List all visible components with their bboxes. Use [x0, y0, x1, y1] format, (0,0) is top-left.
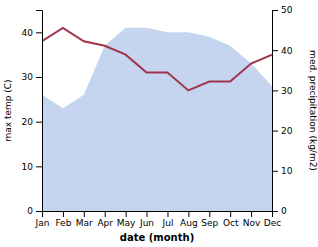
tick: 30	[22, 72, 42, 82]
tick: Dec	[264, 211, 281, 228]
tick: Nov	[243, 211, 261, 228]
tick-mark	[105, 211, 106, 217]
tick-mark	[36, 166, 42, 167]
axis-line	[36, 11, 43, 212]
tick-label: 0	[281, 206, 287, 216]
tick: 40	[272, 46, 293, 56]
tick-mark	[188, 211, 189, 217]
tick-mark	[167, 211, 168, 217]
marks	[42, 28, 272, 211]
tick-label: Oct	[223, 218, 239, 228]
tick-label: 40	[281, 46, 293, 56]
tick: 20	[22, 117, 42, 127]
y-axis-title: max temp (C)	[3, 79, 13, 141]
tick: Jul	[162, 211, 174, 228]
axis-line	[273, 11, 279, 212]
area	[42, 28, 272, 211]
tick-label: Nov	[243, 218, 261, 228]
tick-label: 50	[281, 5, 293, 15]
tick: Sep	[201, 211, 218, 228]
tick: 20	[272, 126, 293, 136]
tick-label: 20	[281, 126, 293, 136]
tick: 30	[272, 86, 293, 96]
tick-label: Feb	[55, 218, 71, 228]
y2-axis-title: med. precipitation (kg/m2)	[308, 50, 318, 171]
tick-mark	[209, 211, 210, 217]
tick-label: 20	[22, 117, 34, 127]
tick-label: 0	[27, 206, 33, 216]
tick-mark	[272, 10, 278, 11]
y2-axis: 0 10 20 30 40 50	[272, 5, 293, 216]
tick-mark	[126, 211, 127, 217]
tick: Aug	[180, 211, 198, 228]
tick: 50	[272, 5, 293, 15]
tick: Apr	[97, 211, 113, 228]
tick-mark	[147, 211, 148, 217]
tick: Feb	[55, 211, 71, 228]
chart: JanFebMarAprMayJunJulAugSepOctNovDec0102…	[0, 0, 318, 247]
tick-mark	[272, 211, 278, 212]
tick: 0	[272, 206, 287, 216]
tick-mark	[84, 211, 85, 217]
tick-mark	[36, 122, 42, 123]
tick-mark	[63, 211, 64, 217]
tick-label: Mar	[76, 218, 93, 228]
tick: Mar	[76, 211, 93, 228]
tick: Jan	[35, 211, 50, 228]
axis-line	[43, 212, 273, 218]
tick-mark	[251, 211, 252, 217]
tick-mark	[272, 171, 278, 172]
line	[42, 28, 272, 91]
tick-label: Apr	[97, 218, 113, 228]
tick: Jun	[139, 211, 154, 228]
tick: 0	[27, 206, 42, 216]
tick: May	[117, 211, 136, 228]
tick-label: Dec	[264, 218, 281, 228]
tick-label: Sep	[201, 218, 218, 228]
tick-label: Jan	[35, 218, 50, 228]
tick: 40	[22, 28, 42, 38]
tick-mark	[272, 131, 278, 132]
tick: Oct	[223, 211, 239, 228]
tick-label: Aug	[180, 218, 198, 228]
plot: JanFebMarAprMayJunJulAugSepOctNovDec0102…	[22, 5, 293, 228]
tick-label: Jul	[162, 218, 174, 228]
tick-label: May	[117, 218, 136, 228]
tick-mark	[272, 50, 278, 51]
tick-mark	[36, 32, 42, 33]
tick-label: 40	[22, 28, 34, 38]
tick-label: Jun	[139, 218, 154, 228]
y-axis: 0 10 20 30 40	[22, 11, 43, 217]
x-axis: Jan Feb Mar Apr MayJun Jul AugSep Oct NovDec	[35, 211, 282, 228]
tick: 10	[272, 166, 293, 176]
tick-label: 30	[22, 72, 34, 82]
tick-label: 10	[22, 162, 34, 172]
tick-mark	[36, 211, 42, 212]
tick-label: 30	[281, 86, 293, 96]
tick: 10	[22, 162, 42, 172]
tick-mark	[36, 77, 42, 78]
tick-label: 10	[281, 166, 293, 176]
tick-mark	[230, 211, 231, 217]
x-axis-title: date (month)	[120, 232, 194, 243]
tick-mark	[272, 90, 278, 91]
